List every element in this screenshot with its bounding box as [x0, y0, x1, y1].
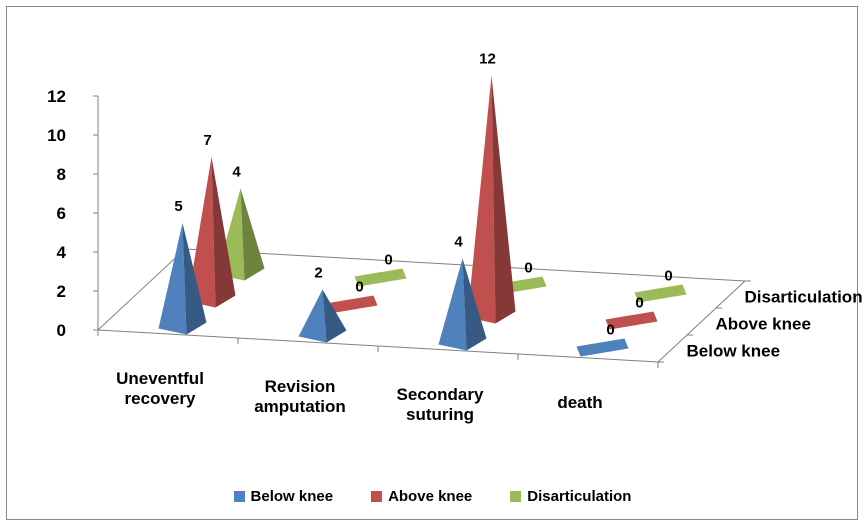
data-label-above-knee-death: 0 [635, 295, 643, 312]
legend-label-disarticulation: Disarticulation [527, 488, 632, 505]
pyramid-disarticulation-uneventful-recovery-side-face [240, 188, 265, 281]
data-label-below-knee-secondary-suturing: 4 [454, 234, 463, 251]
data-label-below-knee-uneventful-recovery: 5 [174, 198, 182, 215]
depth-label-disarticulation: Disarticulation [745, 288, 863, 307]
pyramid-below-knee-secondary-suturing [438, 258, 487, 351]
pyramid-below-knee-uneventful-recovery [158, 223, 207, 335]
y-tick-label: 0 [57, 321, 66, 340]
pyramid-below-knee-uneventful-recovery-side-face [182, 223, 207, 335]
y-tick-label: 2 [57, 282, 66, 301]
depth-axis-line [657, 280, 746, 363]
pyramid-below-knee-uneventful-recovery-front-face [158, 223, 187, 335]
data-label-disarticulation-secondary-suturing: 0 [524, 260, 532, 277]
category-label-revision-amputation: Revision [265, 377, 336, 396]
data-label-below-knee-revision-amputation: 2 [314, 265, 322, 282]
pyramid-above-knee-uneventful-recovery [187, 157, 236, 308]
pyramid-below-knee-revision-amputation-front-face [298, 289, 327, 343]
legend-swatch-below-knee [233, 491, 245, 502]
category-label-secondary-suturing: suturing [406, 405, 474, 424]
data-label-disarticulation-revision-amputation: 0 [384, 252, 392, 269]
pyramid-disarticulation-death [634, 284, 687, 303]
legend-label-above-knee: Above knee [388, 488, 473, 505]
data-label-above-knee-secondary-suturing: 12 [479, 51, 496, 68]
pyramid-above-knee-secondary-suturing [467, 75, 516, 324]
pyramid-above-knee-uneventful-recovery-side-face [211, 157, 236, 308]
data-label-above-knee-revision-amputation: 0 [355, 279, 363, 296]
pyramid-above-knee-revision-amputation [325, 295, 378, 314]
category-label-secondary-suturing: Secondary [397, 385, 484, 404]
pyramid-below-knee-secondary-suturing-side-face [462, 258, 487, 351]
legend-item-above-knee: Above knee [371, 488, 472, 505]
depth-label-above-knee: Above knee [716, 315, 811, 334]
y-tick-label: 6 [57, 204, 66, 223]
pyramid-above-knee-uneventful-recovery-front-face [187, 157, 216, 308]
category-label-uneventful-recovery: Uneventful [116, 369, 204, 388]
floor-left-edge [97, 248, 186, 331]
category-label-uneventful-recovery: recovery [125, 389, 196, 408]
pyramid-above-knee-secondary-suturing-side-face [491, 75, 516, 324]
pyramid-below-knee-revision-amputation-side-face [322, 289, 347, 343]
pyramid-below-knee-death [576, 338, 629, 357]
depth-label-below-knee: Below knee [687, 342, 781, 361]
category-label-death: death [557, 393, 602, 412]
legend-item-below-knee: Below knee [233, 488, 334, 505]
pyramid-above-knee-secondary-suturing-front-face [467, 75, 496, 324]
y-tick-label: 4 [57, 243, 67, 262]
y-tick-label: 8 [57, 165, 66, 184]
pyramid-above-knee-death [605, 311, 658, 330]
data-label-above-knee-uneventful-recovery: 7 [203, 132, 211, 149]
legend-item-disarticulation: Disarticulation [510, 488, 631, 505]
data-label-below-knee-death: 0 [606, 322, 614, 339]
category-label-revision-amputation: amputation [254, 397, 346, 416]
legend-swatch-above-knee [371, 491, 383, 502]
legend: Below knee Above knee Disarticulation [0, 488, 865, 505]
pyramid-below-knee-revision-amputation [298, 289, 347, 343]
legend-label-below-knee: Below knee [250, 488, 334, 505]
y-tick-label: 10 [47, 126, 66, 145]
data-label-disarticulation-death: 0 [664, 268, 672, 285]
data-label-disarticulation-uneventful-recovery: 4 [232, 164, 241, 181]
pyramid-below-knee-secondary-suturing-front-face [438, 258, 467, 351]
legend-swatch-disarticulation [510, 491, 522, 502]
pyramid-disarticulation-revision-amputation [354, 268, 407, 287]
y-tick-label: 12 [47, 87, 66, 106]
floor-back-edge [184, 248, 746, 282]
